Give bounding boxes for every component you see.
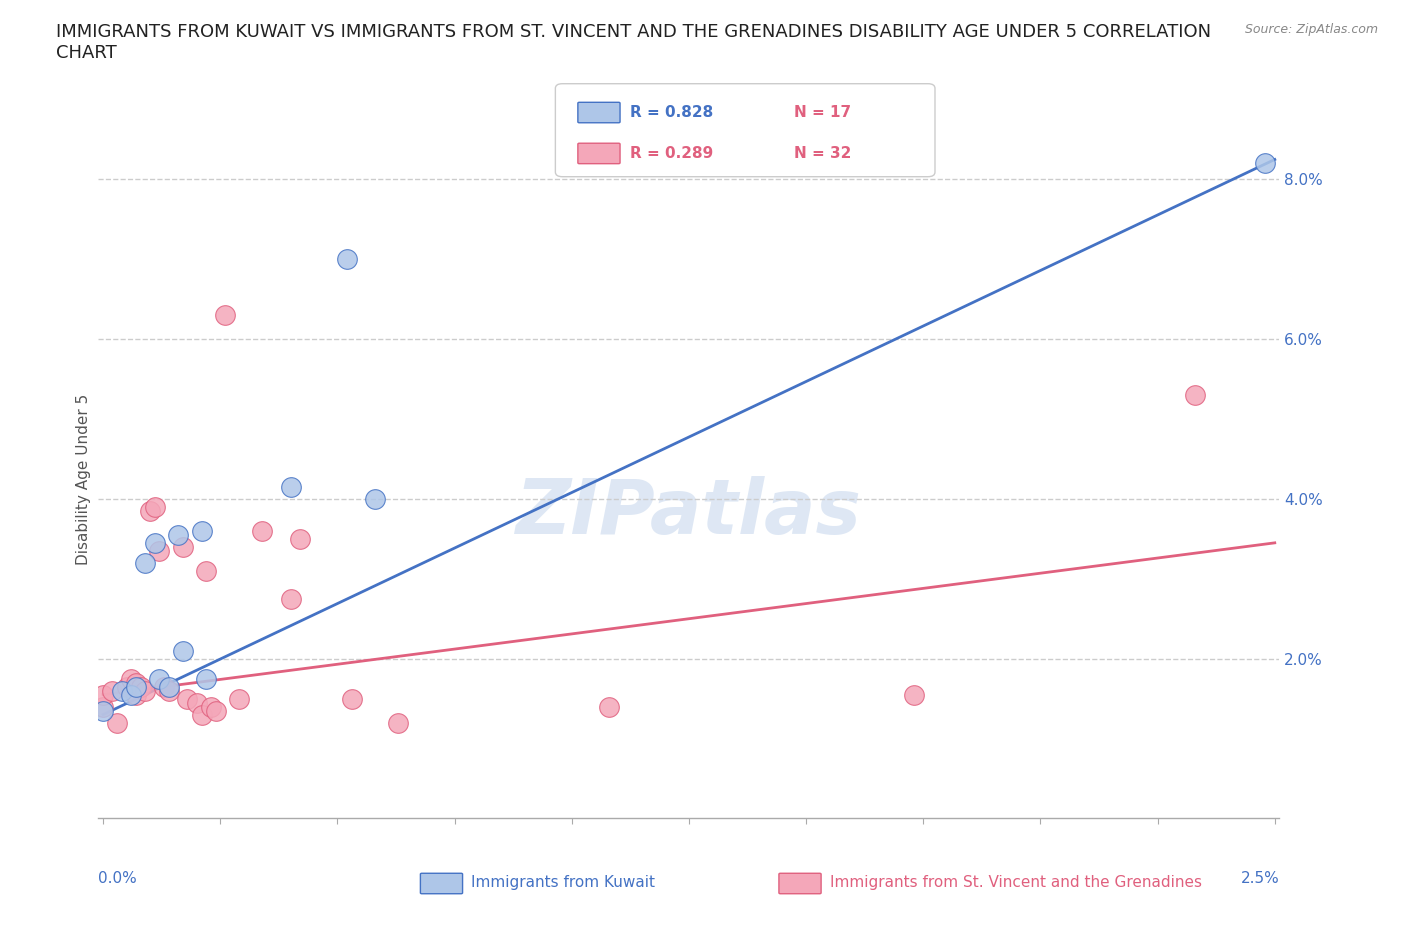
Point — [200, 699, 222, 714]
Text: R = 0.828: R = 0.828 — [630, 105, 713, 120]
Point — [364, 491, 387, 506]
Point — [91, 699, 114, 714]
Point — [172, 539, 194, 554]
Point — [1184, 388, 1206, 403]
Point — [204, 703, 226, 718]
Point — [120, 687, 142, 702]
Point — [148, 543, 170, 558]
Point — [91, 687, 114, 702]
Point — [101, 684, 124, 698]
Point — [1254, 156, 1277, 171]
Point — [336, 252, 359, 267]
Text: 0.0%: 0.0% — [98, 871, 138, 886]
Point — [340, 691, 363, 706]
Point — [125, 679, 148, 694]
Text: IMMIGRANTS FROM KUWAIT VS IMMIGRANTS FROM ST. VINCENT AND THE GRENADINES DISABIL: IMMIGRANTS FROM KUWAIT VS IMMIGRANTS FRO… — [56, 23, 1212, 62]
Point — [120, 671, 142, 686]
Point — [387, 715, 409, 730]
Point — [143, 536, 166, 551]
Point — [280, 591, 302, 606]
Y-axis label: Disability Age Under 5: Disability Age Under 5 — [76, 393, 91, 565]
Point — [157, 684, 180, 698]
Point — [139, 503, 162, 518]
Point — [172, 644, 194, 658]
Point — [598, 699, 620, 714]
Point — [252, 524, 274, 538]
Text: ZIPatlas: ZIPatlas — [516, 476, 862, 550]
Point — [851, 144, 873, 159]
Text: Source: ZipAtlas.com: Source: ZipAtlas.com — [1244, 23, 1378, 36]
Text: 2.5%: 2.5% — [1240, 871, 1279, 886]
Point — [134, 555, 156, 570]
Point — [134, 684, 156, 698]
Text: Immigrants from St. Vincent and the Grenadines: Immigrants from St. Vincent and the Gren… — [830, 875, 1202, 890]
Text: Immigrants from Kuwait: Immigrants from Kuwait — [471, 875, 655, 890]
Text: N = 17: N = 17 — [794, 105, 852, 120]
Point — [111, 684, 134, 698]
Point — [280, 480, 302, 495]
Point — [105, 715, 128, 730]
Point — [903, 687, 925, 702]
Point — [148, 671, 170, 686]
Point — [125, 675, 148, 690]
Point — [91, 703, 114, 718]
Point — [153, 679, 176, 694]
Point — [157, 679, 180, 694]
Point — [228, 691, 250, 706]
Point — [167, 527, 190, 542]
Point — [195, 564, 218, 578]
Point — [125, 687, 148, 702]
Point — [288, 531, 311, 546]
Point — [129, 679, 152, 694]
Point — [190, 524, 212, 538]
Point — [176, 691, 198, 706]
Point — [214, 308, 236, 323]
Text: R = 0.289: R = 0.289 — [630, 146, 713, 161]
Point — [143, 499, 166, 514]
Point — [115, 679, 138, 694]
Point — [195, 671, 218, 686]
Point — [190, 707, 212, 722]
Text: N = 32: N = 32 — [794, 146, 852, 161]
Point — [186, 695, 208, 710]
